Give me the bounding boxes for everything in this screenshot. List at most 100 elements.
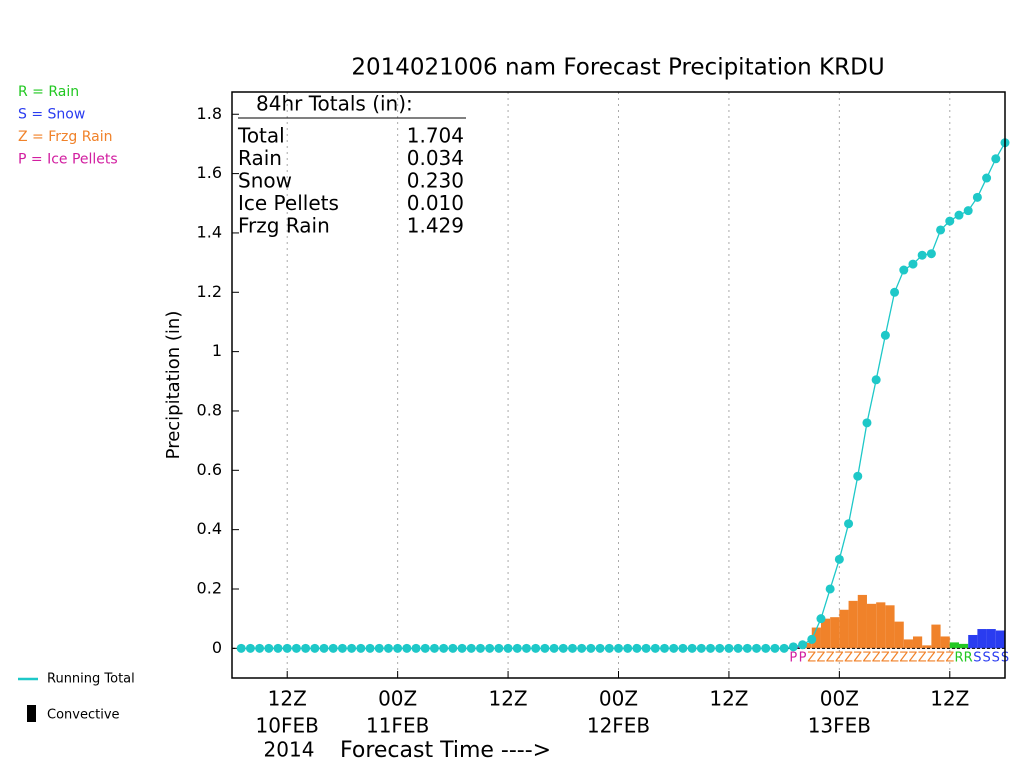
type-letter: Z [945,651,954,666]
type-letter: Z [863,651,872,666]
hourly-bar [848,600,858,649]
running-total-point [614,643,623,653]
running-total-point [798,640,808,650]
type-letter: Z [890,651,899,666]
running-total-point [439,643,449,653]
running-total-point [402,643,412,653]
type-letter: P [789,651,797,666]
y-tick-label: 0 [212,638,222,657]
running-total-point [650,643,660,653]
running-total-point [485,643,495,653]
running-total-point [761,643,771,653]
hourly-bar [986,629,996,649]
running-total-point [632,643,642,653]
running-total-point [245,643,255,653]
running-total-point [411,643,421,653]
y-tick-label: 1.8 [197,104,222,123]
running-total-point [706,643,716,653]
running-total-point [954,210,964,220]
running-total-point [844,519,854,529]
running-total-point [696,643,706,653]
x-date-label: 13FEB [808,714,871,738]
running-total-point [687,643,697,653]
x-tick-label: 12Z [709,687,748,711]
running-total-point [926,249,936,259]
totals-label: Frzg Rain [238,214,330,238]
hourly-bar [811,627,821,649]
running-total-point [936,225,946,235]
running-total-point [374,643,384,653]
y-tick-label: 1.6 [197,163,222,182]
type-legend-label: P = Ice Pellets [18,152,118,168]
x-tick-label: 12Z [268,687,307,711]
running-total-line [241,142,1006,649]
type-letter: Z [826,651,835,666]
hourly-bar [903,639,913,649]
x-tick-label: 12Z [930,687,969,711]
running-total-point [770,643,780,653]
totals-label: Total [237,124,285,148]
running-total-point [834,554,844,564]
type-letter: Z [872,651,881,666]
running-total-point [264,643,274,653]
totals-value: 0.034 [407,146,464,170]
totals-value: 0.230 [407,169,464,193]
hourly-bar [885,605,895,649]
y-tick-label: 0.2 [197,578,222,597]
hourly-bar [977,629,987,649]
running-total-point [475,643,485,653]
running-total-point [862,418,872,428]
running-total-point [752,643,762,653]
running-total-point [899,265,909,275]
running-total-point [328,643,338,653]
running-total-point [310,643,320,653]
totals-value: 1.429 [407,214,464,238]
hourly-bar [820,618,831,649]
running-total-point [236,643,246,653]
type-letter: Z [918,651,927,666]
line-legend-label: Running Total [47,672,135,687]
type-legend-label: S = Snow [18,107,85,123]
running-total-point [531,643,541,653]
type-letter: S [992,651,1000,666]
totals-label: Snow [238,169,292,193]
running-total-point [724,643,734,653]
type-letter: Z [881,651,890,666]
running-total-point [908,259,918,269]
running-total-point [788,642,798,652]
running-total-point [365,643,375,653]
hourly-bar [968,634,978,649]
hourly-bar [949,642,959,649]
running-total-point [558,643,568,653]
x-tick-label: 00Z [820,687,859,711]
hourly-bar [940,636,950,649]
running-total-point [604,643,614,653]
running-total-point [825,584,835,594]
hourly-bar [793,646,803,649]
type-letter: Z [844,651,853,666]
running-total-point [678,643,688,653]
running-total-point [623,643,633,653]
y-tick-label: 0.8 [197,400,222,419]
running-total-point [595,643,605,653]
running-total-point [742,643,752,653]
running-total-point [448,643,458,653]
totals-label: Ice Pellets [238,191,339,215]
running-total-point [871,375,881,385]
hourly-bar [866,603,877,649]
x-tick-label: 12Z [488,687,527,711]
hourly-bar [912,636,923,649]
hourly-bar [802,642,812,649]
type-legend-label: Z = Frzg Rain [18,129,112,145]
running-total-point [420,643,430,653]
running-total-point [669,643,679,653]
x-tick-label: 00Z [599,687,638,711]
running-total-point [273,643,283,653]
running-total-point [991,154,1001,164]
running-total-point [393,643,403,653]
running-total-point [779,643,789,653]
running-total-point [503,643,513,653]
running-total-point [549,643,559,653]
y-tick-label: 1.2 [197,282,222,301]
